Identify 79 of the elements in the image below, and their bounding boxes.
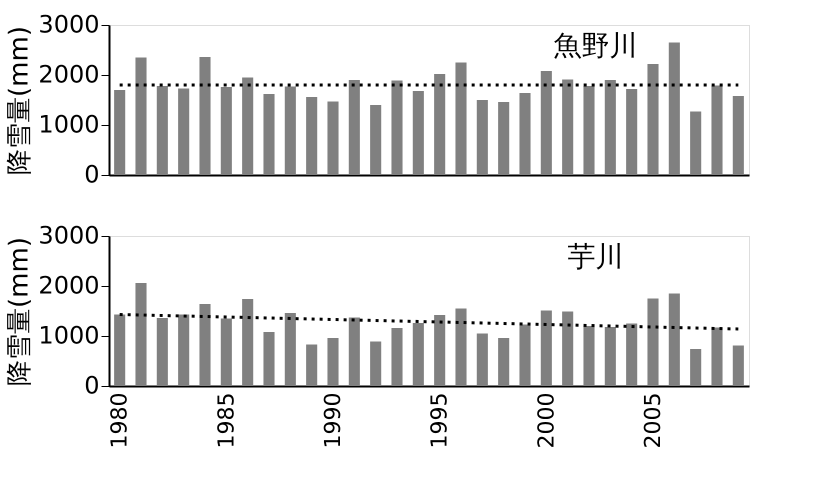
bar (583, 86, 595, 175)
bar (711, 86, 723, 175)
bar (412, 91, 424, 175)
bar (220, 318, 232, 386)
bar (284, 86, 296, 175)
bar (263, 94, 275, 175)
bar (135, 58, 147, 175)
y-tick-label: 1000 (38, 110, 100, 138)
bar (327, 102, 339, 175)
y-axis-title: 降雪量(mm) (4, 26, 34, 175)
bar (732, 96, 744, 175)
bar (306, 97, 318, 175)
bar (220, 87, 232, 175)
bar (370, 105, 382, 175)
bar (498, 102, 510, 175)
bar (135, 283, 147, 386)
bar (476, 100, 488, 175)
y-tick-label: 2000 (38, 272, 100, 300)
x-tick-label: 2000 (534, 392, 560, 448)
bar (391, 328, 403, 386)
bar (156, 86, 168, 175)
bar (562, 80, 574, 175)
bar (391, 80, 403, 175)
bar (199, 57, 211, 175)
bar (626, 324, 638, 386)
bar (732, 346, 744, 386)
x-tick-label: 2005 (641, 392, 666, 448)
x-tick-label: 1985 (214, 392, 240, 448)
bar (604, 327, 616, 386)
bar (114, 90, 126, 175)
bar (668, 294, 680, 386)
bar (455, 62, 467, 175)
bar (647, 298, 659, 386)
bar (242, 299, 254, 386)
bar (199, 304, 211, 386)
bar (370, 342, 382, 386)
bar (519, 93, 531, 175)
bar (583, 326, 595, 386)
bar (604, 80, 616, 175)
bar (519, 324, 531, 386)
y-tick-label: 3000 (38, 10, 100, 38)
bar (412, 323, 424, 386)
bar (647, 64, 659, 175)
y-tick-label: 1000 (38, 322, 100, 350)
bar (562, 312, 574, 386)
bar (434, 315, 446, 386)
bar (540, 71, 552, 175)
bar (540, 310, 552, 386)
bar (668, 42, 680, 175)
bar (455, 308, 467, 386)
bar (498, 338, 510, 386)
bar (690, 349, 702, 386)
bar (284, 313, 296, 386)
x-tick-label: 1990 (321, 392, 346, 448)
y-axis-title: 降雪量(mm) (4, 237, 34, 386)
x-tick-label: 1980 (108, 392, 133, 448)
line-series (118, 313, 740, 330)
bar (178, 88, 190, 175)
bar (711, 328, 723, 386)
y-tick-label: 0 (84, 160, 100, 188)
annotation: 芋川 (567, 240, 624, 273)
bar (690, 112, 702, 175)
bar (114, 314, 126, 386)
bar (348, 318, 360, 386)
y-tick-label: 3000 (38, 222, 100, 250)
y-tick-label: 0 (84, 372, 100, 400)
bar (327, 338, 339, 386)
bar (434, 74, 446, 175)
y-tick-label: 2000 (38, 60, 100, 88)
bar (156, 318, 168, 386)
bar (242, 78, 254, 175)
bar (306, 344, 318, 386)
bar (626, 89, 638, 175)
bar (178, 314, 190, 386)
bar (263, 332, 275, 386)
annotation: 魚野川 (553, 29, 638, 62)
x-tick-label: 1995 (428, 392, 453, 448)
bar (348, 80, 360, 175)
bar (476, 334, 488, 386)
